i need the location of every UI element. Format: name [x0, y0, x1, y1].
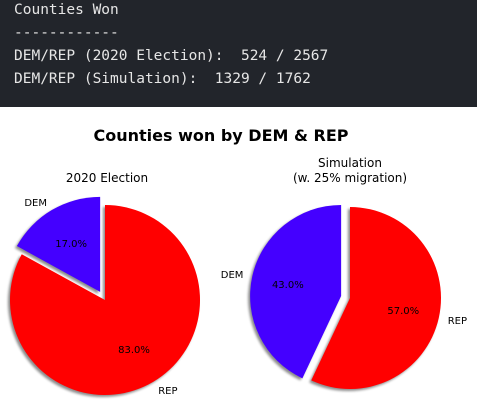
slice-label: DEM — [221, 270, 244, 281]
slice-percent: 43.0% — [272, 280, 304, 291]
subplot-title: (w. 25% migration) — [293, 171, 407, 185]
console-line: Counties Won — [14, 2, 119, 18]
slice-percent: 57.0% — [387, 306, 419, 317]
subplot-title: 2020 Election — [66, 171, 148, 185]
pie-slice-dem — [16, 196, 101, 292]
console-output: Counties Won ------------ DEM/REP (2020 … — [0, 0, 477, 107]
slice-percent: 83.0% — [118, 345, 150, 356]
console-line: DEM/REP (Simulation): 1329 / 1762 — [14, 71, 311, 87]
figure-title: Counties won by DEM & REP — [94, 126, 349, 145]
slice-label: DEM — [24, 198, 47, 209]
slice-label: REP — [158, 386, 177, 397]
subplot-title: Simulation — [318, 156, 382, 170]
pie-slice-dem — [250, 205, 342, 379]
pie-chart: Simulation(w. 25% migration) DEM 43.0% REP 5… — [221, 156, 467, 391]
pie-slice-rep — [311, 207, 441, 389]
console-line: DEM/REP (2020 Election): 524 / 2567 — [14, 48, 329, 64]
slice-percent: 17.0% — [55, 239, 87, 250]
pie-slice-rep — [9, 205, 201, 395]
pie-chart: 2020 Election DEM 17.0% REP 83.0% — [8, 171, 201, 398]
console-line: ------------ — [14, 25, 119, 41]
slice-label: REP — [448, 316, 467, 327]
pie-figure: Counties won by DEM & REP 2020 Election D… — [8, 126, 467, 398]
